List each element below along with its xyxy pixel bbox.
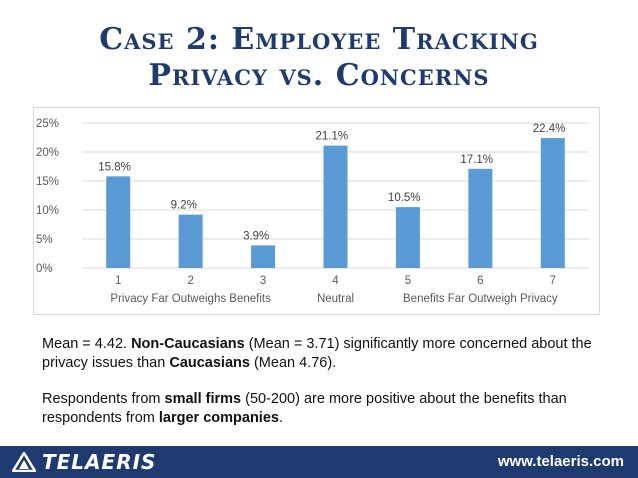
logo-text: TELAERIS (42, 450, 157, 474)
x-axis-annotation: Privacy Far Outweighs Benefits (110, 293, 271, 305)
x-tick-label: 5 (405, 275, 411, 287)
x-tick-label: 1 (115, 275, 121, 287)
bar-data-label: 17.1% (460, 154, 493, 166)
x-tick-label: 2 (187, 275, 193, 287)
firm-text-end: . (278, 410, 283, 426)
bar (540, 138, 565, 268)
telaeris-triangle-icon (12, 452, 36, 472)
y-tick-label: 20% (36, 147, 59, 159)
x-tick-label: 4 (332, 275, 339, 287)
bar-data-label: 22.4% (533, 123, 566, 135)
x-axis-annotation: Neutral (317, 293, 354, 305)
bar-data-label: 9.2% (171, 200, 197, 212)
slide-title-line1: Case 2: Employee Tracking (99, 22, 539, 57)
y-tick-label: 25% (36, 118, 59, 130)
x-tick-label: 7 (550, 275, 556, 287)
firm-text-continued: (50-200) are more positive about the ben… (42, 391, 567, 426)
firm-size-statement: Respondents from small firms (50-200) ar… (42, 390, 602, 428)
x-tick-label: 3 (260, 275, 266, 287)
footer-bar: TELAERIS www.telaeris.com (0, 446, 638, 478)
x-tick-label: 6 (477, 275, 483, 287)
mean-text-continued: (Mean = 3.71) significantly more concern… (42, 336, 592, 371)
footer-url-link[interactable]: www.telaeris.com (497, 453, 624, 470)
bar (468, 168, 493, 268)
non-caucasians-emphasis: Non-Caucasians (131, 336, 245, 352)
telaeris-logo[interactable]: TELAERIS (12, 450, 157, 474)
y-tick-label: 15% (36, 176, 59, 188)
y-tick-label: 0% (36, 263, 53, 275)
bar (395, 207, 420, 268)
bar-data-label: 3.9% (243, 230, 269, 242)
bar (106, 176, 131, 268)
bar-data-label: 10.5% (388, 192, 421, 204)
firm-text: Respondents from (42, 391, 165, 407)
bar (178, 214, 203, 268)
bar-chart: 0% 5% 10% 15% 20% 25% 15.8% 1 9.2% 2 3.9% 3 21.1% 4 10… (33, 107, 600, 315)
mean-text-end: (Mean 4.76). (249, 355, 337, 371)
x-axis-annotation: Benefits Far Outweigh Privacy (403, 293, 558, 305)
bar (251, 245, 276, 268)
y-tick-label: 10% (36, 205, 59, 217)
small-firms-emphasis: small firms (164, 391, 242, 407)
bar-data-label: 21.1% (316, 131, 349, 143)
bar (323, 145, 348, 268)
mean-text: Mean = 4.42. (42, 336, 132, 352)
bar-chart-svg: 0% 5% 10% 15% 20% 25% 15.8% 1 9.2% 2 3.9% 3 21.1% 4 10… (36, 118, 589, 305)
mean-statement: Mean = 4.42. Non-Caucasians (Mean = 3.71… (42, 335, 602, 373)
bar-data-label: 15.8% (98, 161, 131, 173)
larger-companies-emphasis: larger companies (158, 410, 279, 426)
caucasians-emphasis: Caucasians (169, 355, 250, 371)
slide-title-line2: Privacy vs. Concerns (148, 58, 490, 93)
y-tick-label: 5% (36, 234, 53, 246)
